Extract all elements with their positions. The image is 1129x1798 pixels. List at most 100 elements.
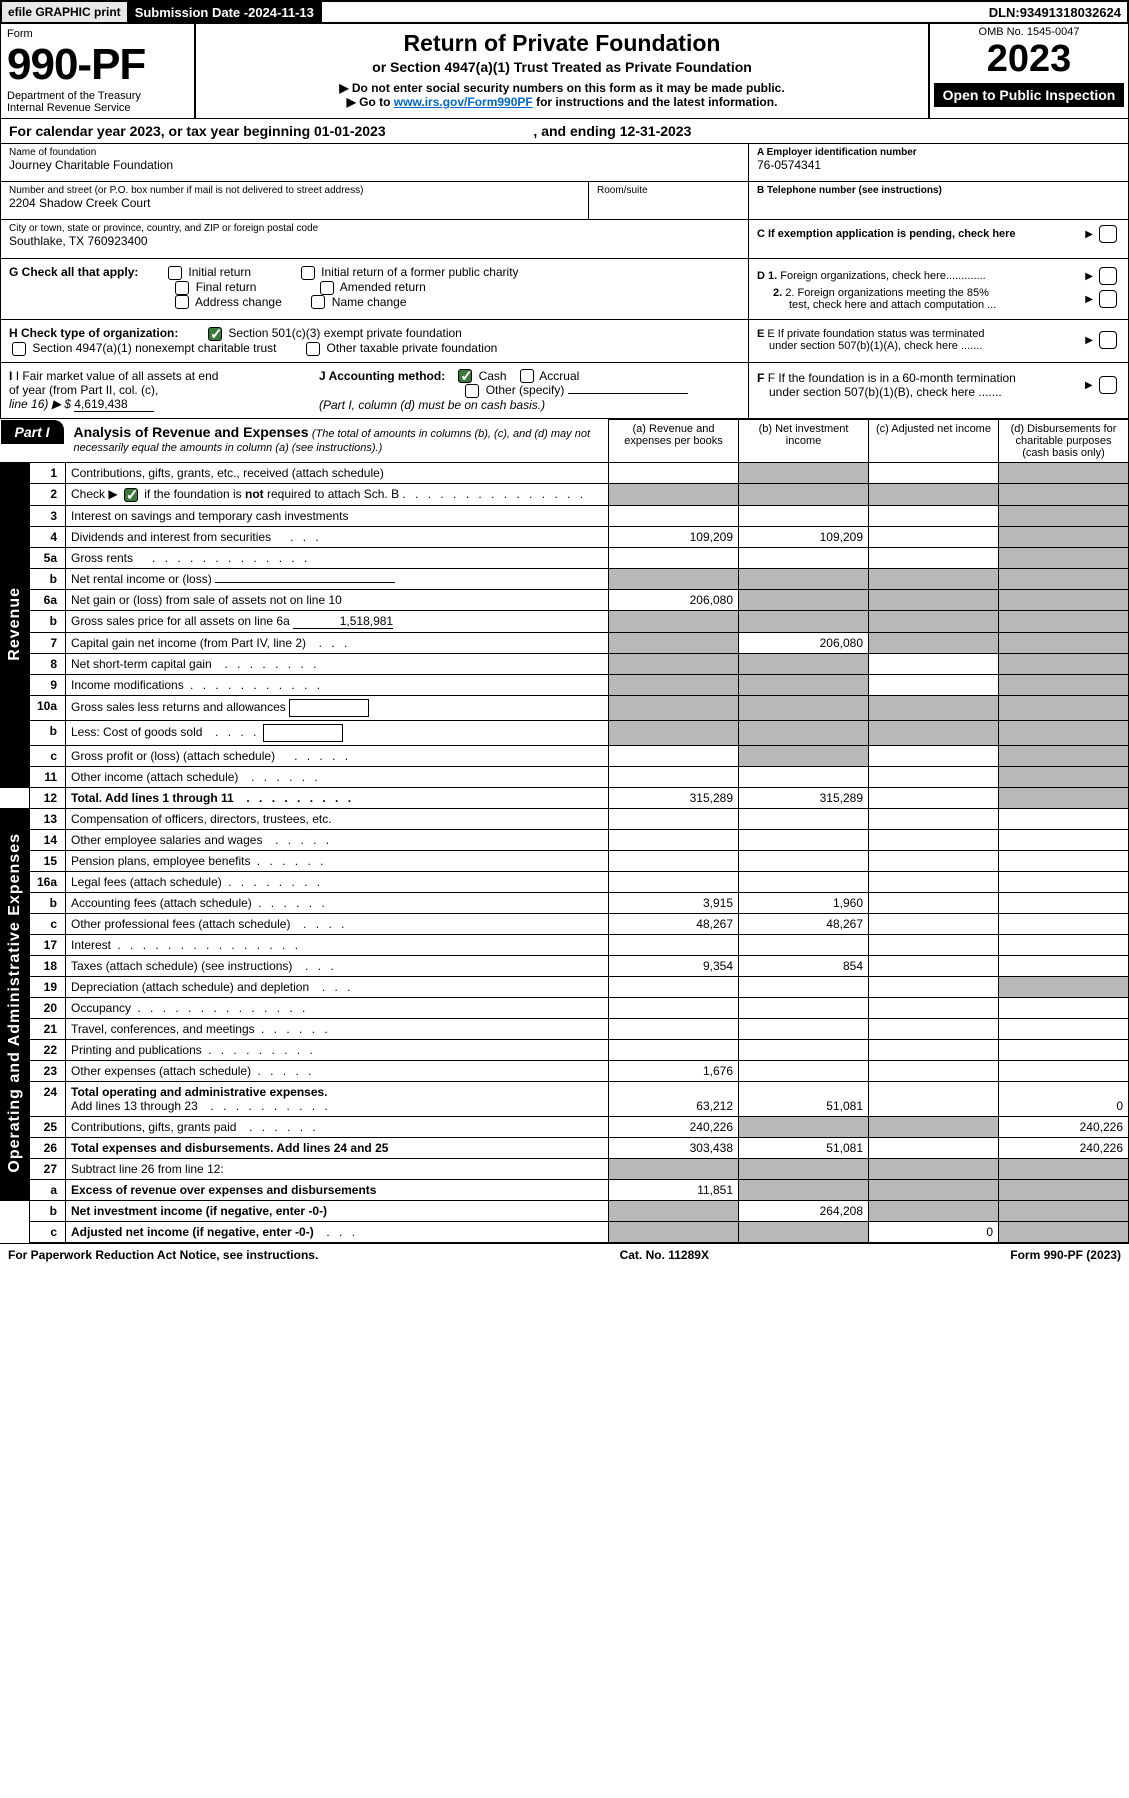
checkbox-sch-b[interactable] [124, 488, 138, 502]
line-14: Other employee salaries and wages . . . … [66, 830, 609, 851]
form-subtitle: or Section 4947(a)(1) Trust Treated as P… [206, 59, 918, 75]
line-13: Compensation of officers, directors, tru… [66, 809, 609, 830]
line-19: Depreciation (attach schedule) and deple… [66, 977, 609, 998]
line-22: Printing and publications . . . . . . . … [66, 1040, 609, 1061]
line-2: Check ▶ if the foundation is not require… [66, 484, 609, 506]
line-15: Pension plans, employee benefits . . . .… [66, 851, 609, 872]
checkbox-cash[interactable] [458, 369, 472, 383]
telephone-cell: B Telephone number (see instructions) [749, 182, 1128, 220]
entity-info: Name of foundation Journey Charitable Fo… [0, 144, 1129, 259]
checkbox-d1[interactable] [1099, 267, 1117, 285]
room-suite-cell: Room/suite [588, 182, 748, 219]
revenue-side-label: Revenue [1, 463, 30, 788]
checkbox-other-taxable[interactable] [306, 342, 320, 356]
section-h-e: H Check type of organization: Section 50… [0, 320, 1129, 363]
form-id-block: Form 990-PF Department of the Treasury I… [1, 24, 196, 118]
f-60-month: F F If the foundation is in a 60-month t… [748, 363, 1128, 419]
checkbox-address-change[interactable] [175, 295, 189, 309]
line-16c: Other professional fees (attach schedule… [66, 914, 609, 935]
page-footer: For Paperwork Reduction Act Notice, see … [0, 1243, 1129, 1266]
checkbox-other-method[interactable] [465, 384, 479, 398]
form-ref: Form 990-PF (2023) [1010, 1248, 1121, 1262]
checkbox-4947a1[interactable] [12, 342, 26, 356]
ein-cell: A Employer identification number 76-0574… [749, 144, 1128, 182]
d-foreign-org: D 1. Foreign organizations, check here..… [748, 259, 1128, 319]
line-21: Travel, conferences, and meetings . . . … [66, 1019, 609, 1040]
line-17: Interest . . . . . . . . . . . . . . . [66, 935, 609, 956]
instruction-ssn: ▶ Do not enter social security numbers o… [206, 81, 918, 95]
line-27c: Adjusted net income (if negative, enter … [66, 1222, 609, 1243]
line-7: Capital gain net income (from Part IV, l… [66, 633, 609, 654]
form-title: Return of Private Foundation [206, 30, 918, 57]
checkbox-d2[interactable] [1099, 290, 1117, 308]
line-9: Income modifications . . . . . . . . . .… [66, 675, 609, 696]
submission-date: Submission Date - 2024-11-13 [129, 2, 322, 22]
g-check-all: G Check all that apply: Initial return I… [1, 259, 748, 319]
part-badge: Part I [1, 420, 64, 444]
exemption-pending-cell: C If exemption application is pending, c… [749, 220, 1128, 258]
form-number: 990-PF [7, 40, 188, 90]
line-27a: Excess of revenue over expenses and disb… [66, 1180, 609, 1201]
irs-label: Internal Revenue Service [7, 102, 188, 114]
line-1: Contributions, gifts, grants, etc., rece… [66, 463, 609, 484]
irs-link[interactable]: www.irs.gov/Form990PF [394, 95, 533, 109]
form-header: Form 990-PF Department of the Treasury I… [0, 24, 1129, 119]
line-10a: Gross sales less returns and allowances [66, 696, 609, 721]
checkbox-c[interactable] [1099, 225, 1117, 243]
line-11: Other income (attach schedule) . . . . .… [66, 767, 609, 788]
line-6b: Gross sales price for all assets on line… [66, 611, 609, 633]
form-label: Form [7, 28, 188, 40]
fmv-value: 4,619,438 [74, 397, 154, 412]
checkbox-name-change[interactable] [311, 295, 325, 309]
col-a-header: (a) Revenue and expenses per books [609, 420, 739, 463]
checkbox-501c3[interactable] [208, 327, 222, 341]
line-26: Total expenses and disbursements. Add li… [66, 1138, 609, 1159]
checkbox-f[interactable] [1099, 376, 1117, 394]
col-d-header: (d) Disbursements for charitable purpose… [999, 420, 1129, 463]
arrow-icon [1085, 334, 1093, 346]
line-16b: Accounting fees (attach schedule) . . . … [66, 893, 609, 914]
line-18: Taxes (attach schedule) (see instruction… [66, 956, 609, 977]
line-4: Dividends and interest from securities .… [66, 527, 609, 548]
col-b-header: (b) Net investment income [739, 420, 869, 463]
foundation-name-cell: Name of foundation Journey Charitable Fo… [1, 144, 748, 182]
h-org-type: H Check type of organization: Section 50… [1, 320, 748, 362]
line-23: Other expenses (attach schedule) . . . .… [66, 1061, 609, 1082]
e-terminated: E E If private foundation status was ter… [748, 320, 1128, 362]
checkbox-accrual[interactable] [520, 369, 534, 383]
checkbox-final-return[interactable] [175, 281, 189, 295]
dept-label: Department of the Treasury [7, 90, 188, 102]
address-cell: Number and street (or P.O. box number if… [1, 182, 588, 219]
line-25: Contributions, gifts, grants paid . . . … [66, 1117, 609, 1138]
line-27: Subtract line 26 from line 12: [66, 1159, 609, 1180]
checkbox-amended[interactable] [320, 281, 334, 295]
cat-number: Cat. No. 11289X [620, 1248, 709, 1262]
arrow-icon [1085, 293, 1093, 305]
line-16a: Legal fees (attach schedule) . . . . . .… [66, 872, 609, 893]
arrow-icon [1085, 228, 1093, 240]
i-fair-market: I I Fair market value of all assets at e… [1, 363, 311, 419]
form-title-block: Return of Private Foundation or Section … [196, 24, 928, 118]
efile-print-button[interactable]: efile GRAPHIC print [2, 2, 129, 22]
pra-notice: For Paperwork Reduction Act Notice, see … [8, 1248, 318, 1262]
line-27b: Net investment income (if negative, ente… [66, 1201, 609, 1222]
line-8: Net short-term capital gain . . . . . . … [66, 654, 609, 675]
col-c-header: (c) Adjusted net income [869, 420, 999, 463]
year-block: OMB No. 1545-0047 2023 Open to Public In… [928, 24, 1128, 118]
omb-number: OMB No. 1545-0047 [934, 26, 1124, 38]
checkbox-initial-former[interactable] [301, 266, 315, 280]
top-bar: efile GRAPHIC print Submission Date - 20… [0, 0, 1129, 24]
instruction-link: ▶ Go to www.irs.gov/Form990PF for instru… [206, 95, 918, 109]
dln: DLN: 93491318032624 [983, 2, 1127, 22]
part1-header: Part I Analysis of Revenue and Expenses … [1, 420, 609, 458]
part1-table: Part I Analysis of Revenue and Expenses … [0, 419, 1129, 1243]
expenses-side-label: Operating and Administrative Expenses [1, 809, 30, 1201]
line-5a: Gross rents . . . . . . . . . . . . . [66, 548, 609, 569]
arrow-icon [1085, 270, 1093, 282]
line-12: Total. Add lines 1 through 11 . . . . . … [66, 788, 609, 809]
arrow-icon [1085, 377, 1093, 391]
checkbox-initial-return[interactable] [168, 266, 182, 280]
checkbox-e[interactable] [1099, 331, 1117, 349]
tax-year: 2023 [934, 38, 1124, 81]
section-i-j-f: I I Fair market value of all assets at e… [0, 363, 1129, 420]
